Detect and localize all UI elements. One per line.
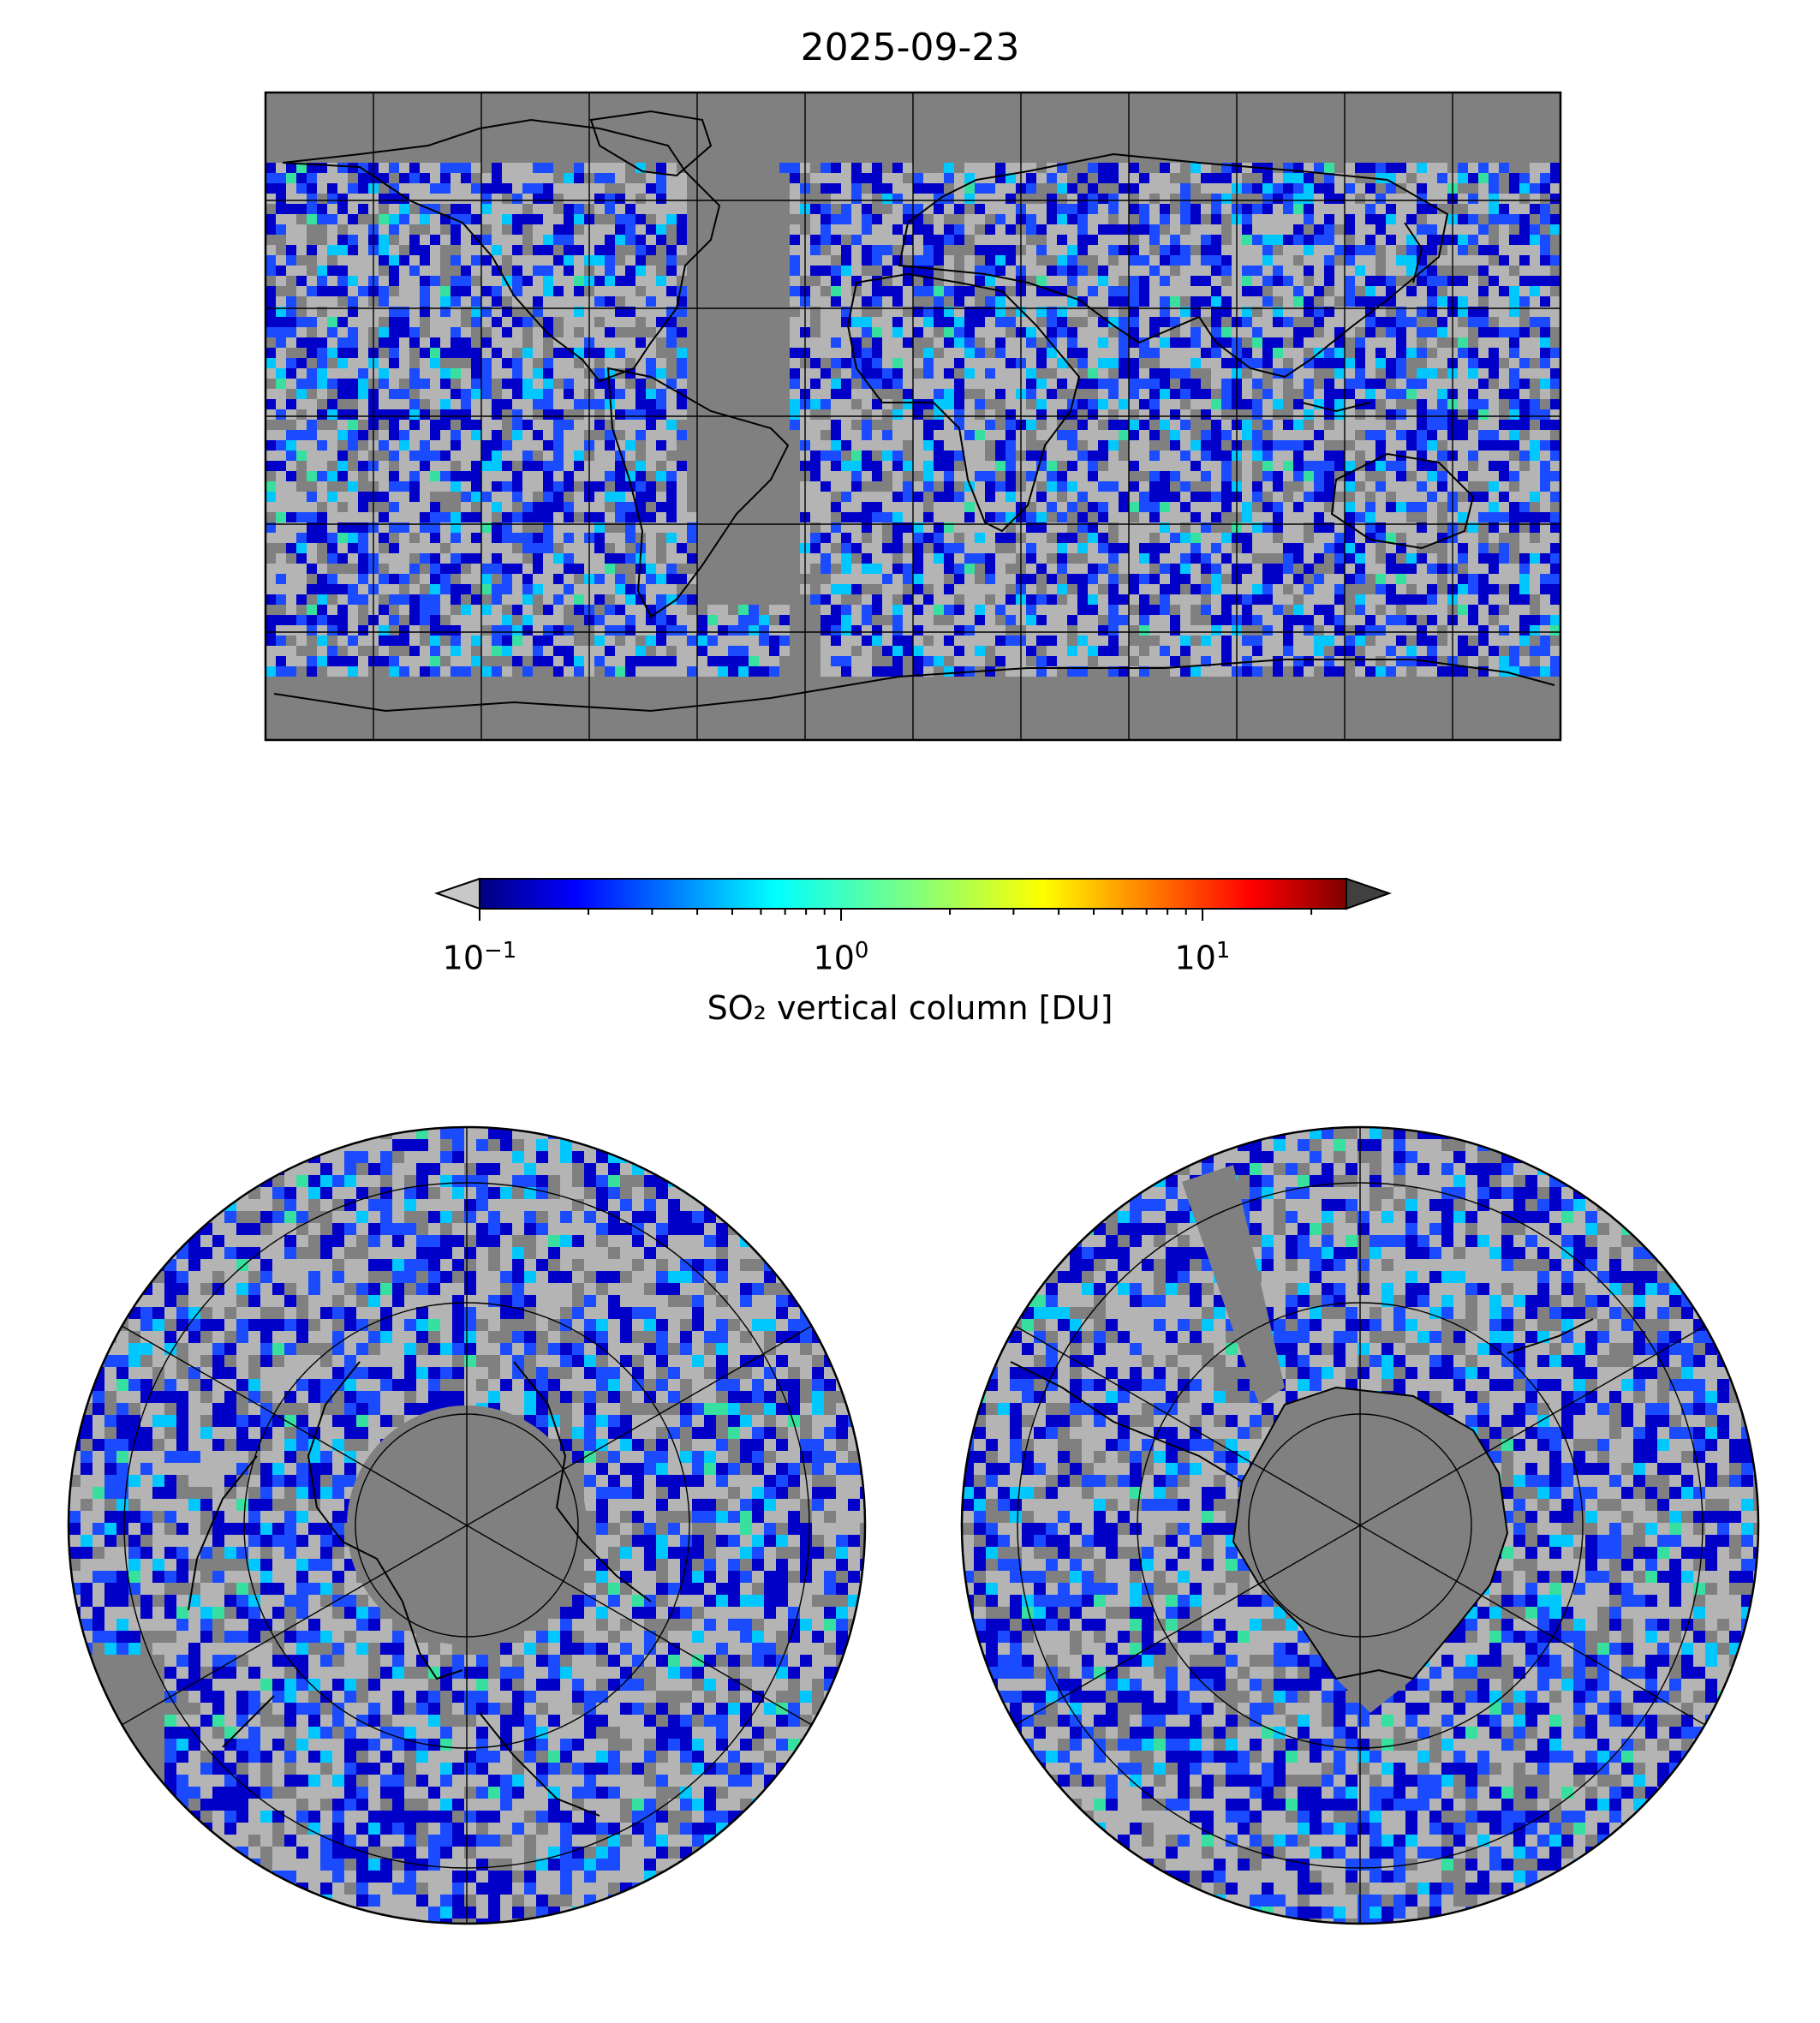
colorbar-tick-label-1: 100: [813, 938, 869, 977]
north-gridlines: [121, 1127, 813, 1924]
colorbar-under-triangle: [433, 877, 480, 910]
global-data-pixels: [266, 163, 1560, 677]
figure-title: 2025-09-23: [800, 26, 1020, 69]
south-coastlines: [1010, 1318, 1594, 1680]
south-swath-gap: [1182, 1165, 1285, 1405]
colorbar: [433, 877, 1393, 921]
colorbar-tick-label-2: 101: [1174, 938, 1231, 977]
colorbar-tick-label-0: 10−1: [442, 938, 517, 977]
south-gridlines: [1014, 1127, 1706, 1924]
global-gridlines: [266, 92, 1560, 740]
colorbar-label: SO₂ vertical column [DU]: [707, 989, 1113, 1027]
north-coastlines: [188, 1361, 652, 1817]
south-antarctica-nodata: [1233, 1387, 1507, 1713]
global-map: [264, 91, 1562, 742]
north-polar-map: [67, 1125, 867, 1925]
south-polar-map: [960, 1125, 1760, 1925]
colorbar-over-triangle: [1346, 877, 1393, 910]
colorbar-ticks: [479, 909, 1313, 921]
colorbar-gradient: [479, 878, 1347, 910]
